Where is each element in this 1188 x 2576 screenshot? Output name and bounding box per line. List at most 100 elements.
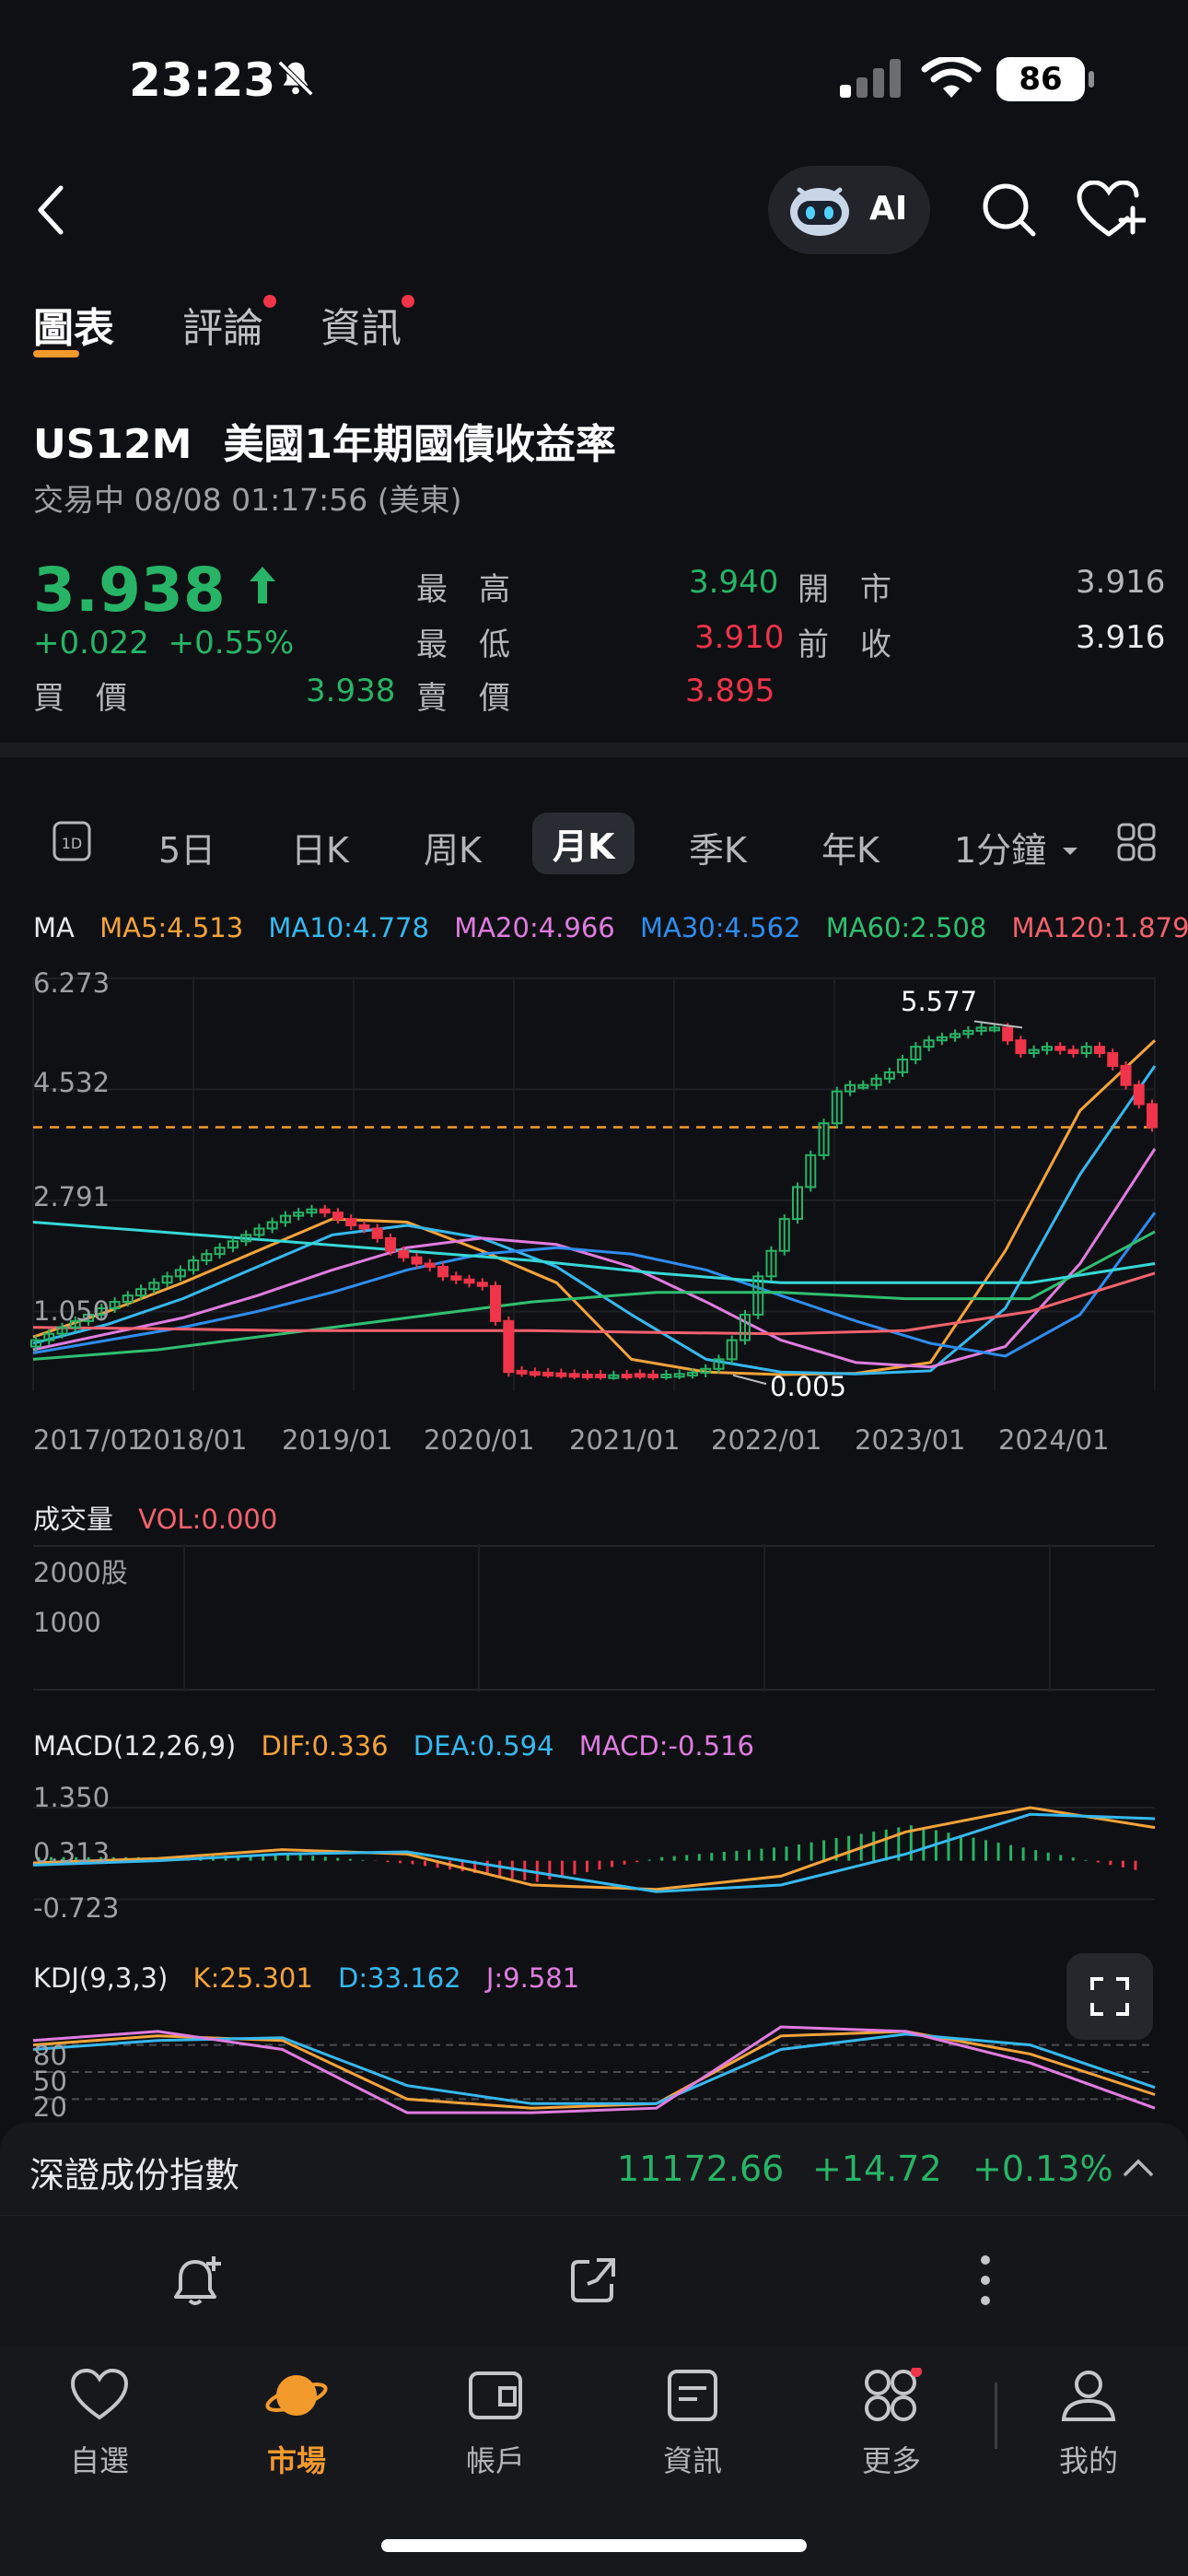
candle <box>581 1370 593 1380</box>
candle <box>1028 1045 1040 1059</box>
tab-comments[interactable]: 評論 <box>182 295 276 354</box>
candle <box>1002 1023 1014 1046</box>
volume-legend: 成交量 VOL:0.000 <box>33 1498 294 1537</box>
change-value: +0.022 <box>33 625 149 662</box>
more-vertical-icon[interactable] <box>976 2253 995 2308</box>
tab-chart[interactable]: 圖表 <box>33 295 114 357</box>
candle <box>345 1214 357 1230</box>
period-1min[interactable]: 1分鐘 <box>954 822 1078 872</box>
period-day-k[interactable]: 日K <box>291 830 349 871</box>
candle <box>686 1367 698 1379</box>
ma30-value: MA30:4.562 <box>639 912 801 943</box>
chevron-up-icon[interactable] <box>1122 2156 1155 2178</box>
macd-chart[interactable] <box>0 1778 1188 1916</box>
add-watchlist-icon[interactable] <box>1076 181 1146 240</box>
macd-label: MACD(12,26,9) <box>33 1730 237 1762</box>
candle <box>621 1370 633 1380</box>
k-line <box>32 2030 1156 2110</box>
wallet-icon <box>469 2371 522 2419</box>
candle <box>384 1233 396 1256</box>
expand-icon <box>1090 1977 1129 2016</box>
index-ticker[interactable]: 深證成份指數 11172.66 +14.72 +0.13% <box>0 2123 1188 2215</box>
share-icon[interactable] <box>569 2256 617 2304</box>
candle <box>910 1042 922 1064</box>
tab-chart-label: 圖表 <box>33 305 114 352</box>
arrow-up-icon <box>249 567 275 603</box>
intraday-1d-icon[interactable]: 1D <box>52 820 92 862</box>
index-value: 11172.66 <box>617 2149 785 2189</box>
document-icon <box>668 2370 717 2421</box>
macd-legend: MACD(12,26,9) DIF:0.336 DEA:0.594 MACD:-… <box>33 1730 771 1762</box>
period-month-k[interactable]: 月K <box>532 813 635 874</box>
kdj-tick: 50 <box>33 2066 67 2097</box>
open-value: 3.916 <box>1076 564 1166 601</box>
candle <box>1080 1042 1092 1059</box>
index-change-percent: +0.13% <box>973 2149 1113 2189</box>
ma-line-ma20 <box>32 1148 1157 1369</box>
x-tick-label: 2023/01 <box>855 1424 966 1456</box>
ma10-value: MA10:4.778 <box>268 912 429 943</box>
tab-market-label: 市場 <box>266 2443 326 2478</box>
tab-more-label: 更多 <box>861 2443 921 2478</box>
ma20-value: MA20:4.966 <box>454 912 615 943</box>
candle <box>463 1274 475 1288</box>
candle <box>844 1080 856 1096</box>
home-indicator <box>381 2539 807 2552</box>
candle <box>1067 1045 1079 1059</box>
fullscreen-button[interactable] <box>1066 1953 1153 2040</box>
section-divider <box>0 743 1188 757</box>
y-tick-label: 2.791 <box>33 1181 111 1212</box>
candle <box>371 1224 383 1243</box>
tab-me-label: 我的 <box>1058 2443 1118 2478</box>
candle <box>1015 1036 1027 1059</box>
kdj-chart[interactable] <box>0 2018 1188 2123</box>
candle <box>30 1335 41 1352</box>
period-year-k[interactable]: 年K <box>821 830 879 871</box>
candle <box>1107 1048 1119 1071</box>
macd-dea: DEA:0.594 <box>413 1730 554 1762</box>
x-tick-label: 2021/01 <box>569 1424 681 1456</box>
back-icon[interactable] <box>33 182 70 238</box>
tab-market[interactable]: 市場 <box>232 2368 361 2480</box>
action-bar <box>0 2215 1188 2346</box>
candle <box>975 1023 987 1036</box>
caret-down-icon <box>1063 848 1078 855</box>
bottom-tab-bar: 自選 市場 帳戶 資訊 更多 <box>0 2346 1188 2576</box>
last-price-value: 3.938 <box>33 555 226 626</box>
tab-watchlist[interactable]: 自選 <box>35 2368 164 2480</box>
macd-value: MACD:-0.516 <box>578 1730 754 1762</box>
candle <box>1120 1060 1132 1090</box>
candle <box>1133 1080 1145 1109</box>
kdj-legend: KDJ(9,3,3) K:25.301 D:33.162 J:9.581 <box>33 1962 596 1994</box>
search-icon[interactable] <box>980 181 1039 240</box>
tab-me[interactable]: 我的 <box>1024 2368 1153 2480</box>
max-price-label: 5.577 <box>901 986 978 1017</box>
candle <box>424 1259 436 1271</box>
candle <box>778 1214 790 1256</box>
candle <box>660 1370 672 1380</box>
candle <box>411 1252 423 1269</box>
open-label: 開 市 <box>798 571 891 608</box>
tab-news[interactable]: 資訊 <box>320 295 414 354</box>
volume-tick: 1000 <box>33 1607 101 1638</box>
ai-assistant-button[interactable]: AI <box>768 166 930 254</box>
candle <box>647 1370 659 1380</box>
prev-close-label: 前 收 <box>798 626 891 663</box>
tab-more[interactable]: 更多 <box>827 2366 956 2480</box>
status-bar: 23:23 86 <box>0 0 1188 157</box>
candlestick-chart[interactable] <box>0 958 1188 1456</box>
candle <box>332 1208 344 1224</box>
period-5d[interactable]: 5日 <box>158 830 216 871</box>
tab-news-bottom-label: 資訊 <box>662 2443 722 2478</box>
tab-account[interactable]: 帳戶 <box>431 2368 560 2480</box>
tab-news-bottom[interactable]: 資訊 <box>628 2368 757 2480</box>
grid-menu-icon[interactable] <box>1116 822 1157 862</box>
min-price-label: 0.005 <box>770 1371 847 1402</box>
y-tick-label: 4.532 <box>33 1067 111 1098</box>
kdj-tick: 20 <box>33 2091 67 2123</box>
candle <box>1041 1042 1053 1055</box>
add-alert-icon[interactable] <box>173 2254 223 2308</box>
period-quarter-k[interactable]: 季K <box>689 830 747 871</box>
period-week-k[interactable]: 周K <box>424 830 482 871</box>
volume-label: 成交量 <box>33 1504 114 1535</box>
